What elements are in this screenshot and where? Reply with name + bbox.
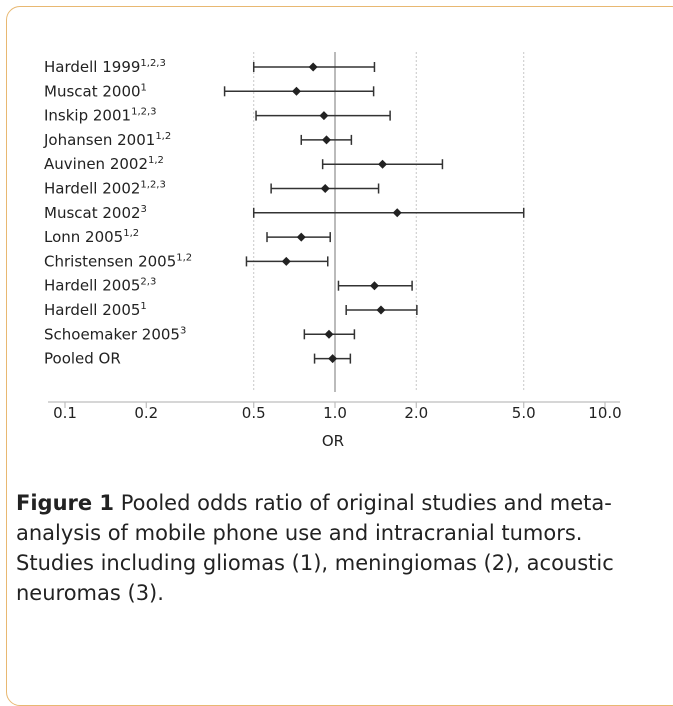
study-label: Inskip 20011,2,3 [44, 107, 157, 125]
study-row: Johansen 20011,2 [43, 131, 353, 149]
study-row: Schoemaker 20053 [44, 325, 356, 343]
study-label: Hardell 19991,2,3 [44, 58, 166, 76]
study-superscript: 1,2 [148, 155, 164, 166]
study-row: Christensen 20051,2 [44, 252, 329, 270]
forest-plot: Hardell 19991,2,3 Muscat 20001 Inskip 2001… [43, 52, 622, 450]
study-row: Muscat 20023 [44, 204, 525, 222]
study-superscript: 1,2,3 [140, 180, 165, 191]
x-axis [48, 401, 620, 408]
point-estimate [376, 305, 386, 315]
study-label: Hardell 20051 [44, 301, 147, 319]
study-label: Hardell 20021,2,3 [44, 180, 166, 198]
study-superscript: 3 [180, 325, 186, 336]
study-label: Christensen 20051,2 [44, 252, 192, 270]
x-axis-label: OR [322, 432, 344, 450]
study-row: Pooled OR [44, 350, 352, 368]
study-label: Auvinen 20021,2 [44, 155, 164, 173]
study-label: Johansen 20011,2 [43, 131, 171, 149]
point-estimate [378, 159, 388, 169]
study-row: Hardell 20052,3 [44, 277, 413, 295]
x-tick-label: 0.5 [242, 404, 266, 422]
x-tick-label: 0.1 [53, 404, 77, 422]
study-row: Hardell 20021,2,3 [44, 180, 380, 198]
study-label: Muscat 20001 [44, 82, 147, 100]
study-label: Schoemaker 20053 [44, 325, 186, 343]
study-row: Inskip 20011,2,3 [44, 107, 391, 125]
study-superscript: 1,2,3 [131, 107, 156, 118]
study-row: Lonn 20051,2 [44, 228, 331, 246]
study-row: Hardell 19991,2,3 [44, 58, 376, 76]
study-label: Muscat 20023 [44, 204, 147, 222]
study-row: Auvinen 20021,2 [44, 155, 444, 173]
point-estimate [296, 232, 306, 242]
study-superscript: 1,2 [155, 131, 171, 142]
x-tick-label: 2.0 [404, 404, 428, 422]
point-estimate [319, 111, 329, 121]
study-superscript: 2,3 [140, 277, 156, 288]
study-superscript: 1 [140, 301, 146, 312]
point-estimate [308, 62, 318, 72]
study-row: Hardell 20051 [44, 301, 418, 319]
study-rows: Hardell 19991,2,3 Muscat 20001 Inskip 2001… [43, 58, 525, 368]
x-tick-label: 5.0 [512, 404, 536, 422]
study-row: Muscat 20001 [44, 82, 375, 100]
point-estimate [369, 281, 379, 291]
x-tick-label: 0.2 [134, 404, 158, 422]
point-estimate [324, 329, 334, 339]
point-estimate [281, 256, 291, 266]
study-label: Hardell 20052,3 [44, 277, 156, 295]
study-label: Lonn 20051,2 [44, 228, 139, 246]
point-estimate [291, 86, 301, 96]
x-tick-labels: 0.1 0.2 0.5 1.0 2.0 5.0 10.0 [53, 404, 622, 422]
x-tick-label: 10.0 [588, 404, 621, 422]
study-superscript: 1,2 [176, 252, 192, 263]
figure-caption: Figure 1 Pooled odds ratio of original s… [16, 488, 636, 608]
point-estimate [328, 354, 338, 364]
point-estimate [392, 208, 402, 218]
x-tick-label: 1.0 [323, 404, 347, 422]
caption-text: Pooled odds ratio of original studies an… [16, 491, 614, 605]
study-superscript: 1,2,3 [140, 58, 165, 69]
gridlines [253, 52, 525, 392]
caption-label: Figure 1 [16, 491, 115, 515]
study-superscript: 1,2 [123, 228, 139, 239]
study-label: Pooled OR [44, 350, 121, 368]
study-superscript: 3 [141, 204, 147, 215]
point-estimate [321, 135, 331, 145]
study-superscript: 1 [141, 82, 147, 93]
point-estimate [320, 184, 330, 193]
